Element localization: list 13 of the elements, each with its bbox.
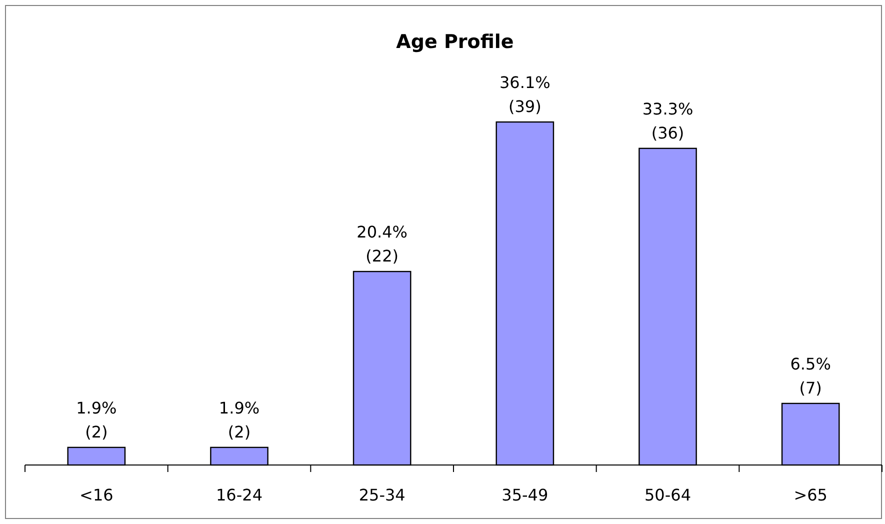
x-tick-label: <16 — [80, 485, 114, 504]
x-tick-label: 50-64 — [644, 485, 691, 504]
data-label: 20.4% (22) — [356, 222, 408, 266]
x-tick-label: >65 — [794, 485, 828, 504]
chart-title: Age Profile — [396, 31, 514, 53]
x-tick-label: 25-34 — [358, 485, 406, 504]
data-label: 6.5% (7) — [790, 354, 831, 398]
data-label: 33.3% (36) — [642, 99, 694, 142]
data-label: 1.9% (2) — [218, 398, 260, 442]
x-tick-label: 16-24 — [216, 485, 262, 504]
data-label: 36.1% (39) — [500, 73, 550, 116]
data-label: 1.9% (2) — [76, 398, 117, 442]
x-tick-label: 35-49 — [502, 485, 548, 504]
